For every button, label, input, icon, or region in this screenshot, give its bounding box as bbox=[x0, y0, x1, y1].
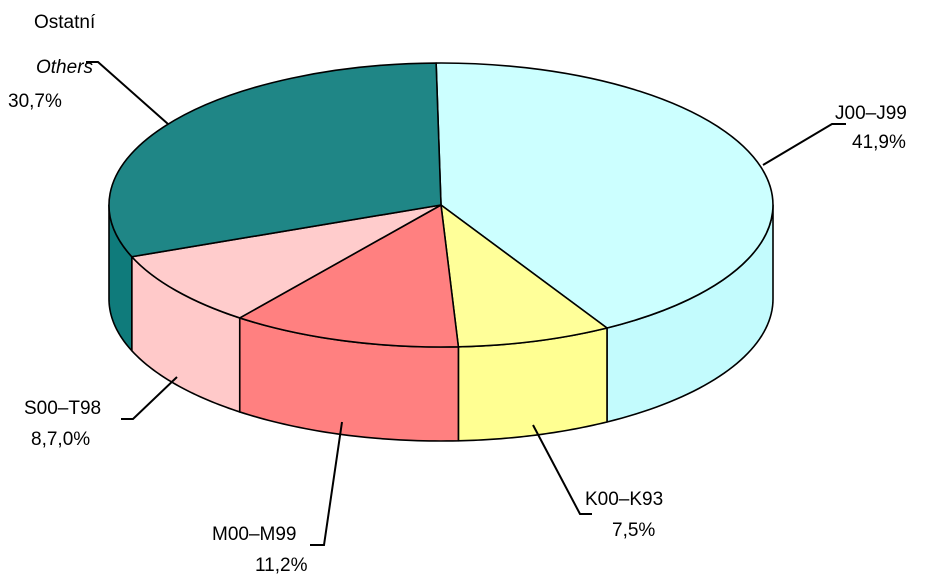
label-value-label-4: 30,7% bbox=[8, 91, 62, 112]
leader-line-4 bbox=[86, 61, 169, 125]
pie-slice-3 bbox=[131, 204, 442, 319]
label-name-0: J00–J99 bbox=[835, 103, 907, 124]
pie-slice-4 bbox=[108, 62, 442, 258]
pie-sides bbox=[108, 204, 774, 442]
leader-line-1 bbox=[532, 424, 592, 515]
label-value-label-2: 11,2% bbox=[255, 555, 308, 576]
leader-line-0 bbox=[762, 123, 846, 166]
label-name-2: M00–M99 bbox=[212, 524, 297, 545]
label-value-label-0: 41,9% bbox=[852, 132, 906, 153]
label-name-3: S00–T98 bbox=[24, 398, 101, 419]
label-value-label-1: 7,5% bbox=[612, 520, 655, 541]
pie-tops bbox=[108, 62, 774, 348]
pie-slice-2 bbox=[238, 204, 460, 348]
leader-line-3 bbox=[121, 376, 178, 420]
pie-slice-0 bbox=[435, 62, 774, 329]
leader-line-2 bbox=[310, 421, 343, 546]
label-name-1: K00–K93 bbox=[585, 489, 663, 510]
pie-slice-1 bbox=[440, 204, 608, 348]
label-value-label-3: 8,7,0% bbox=[31, 429, 90, 450]
leader-lines bbox=[86, 61, 846, 546]
data-labels: J00–J99 41,9% K00–K93 7,5% M00–M99 11,2% S00–T… bbox=[8, 12, 907, 576]
label-name-4: Ostatní bbox=[34, 12, 96, 33]
label-sublabel-4: Others bbox=[36, 57, 94, 78]
